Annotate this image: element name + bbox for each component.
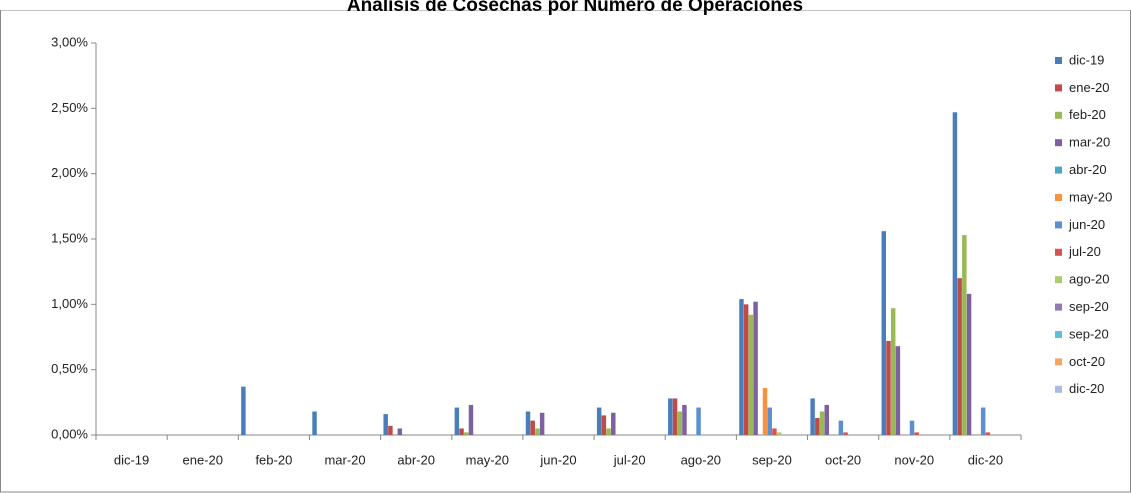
bar [459,428,464,435]
bar [672,398,678,435]
legend-swatch [1055,139,1062,147]
legend-label: jul-20 [1068,244,1101,259]
x-tick-label: jul-20 [613,452,646,467]
y-tick-label: 0,50% [51,361,88,376]
bar [815,418,820,435]
legend-label: jun-20 [1068,217,1105,232]
bar [682,404,687,435]
bar [886,340,891,435]
x-tick-label: ene-20 [182,452,222,467]
bar [772,428,777,435]
y-tick-label: 2,00% [51,165,88,180]
bar [525,411,531,435]
legend-swatch [1055,111,1062,119]
bar [535,428,540,435]
bar [767,407,772,435]
x-tick-label: may-20 [466,452,509,467]
y-tick-label: 2,50% [51,100,88,115]
y-tick-label: 1,00% [51,296,88,311]
x-tick-label: ago-20 [681,452,721,467]
bar [810,398,815,435]
legend-swatch [1055,57,1062,64]
bar [843,432,848,435]
legend-swatch [1055,358,1062,366]
bar [890,308,896,435]
legend-label: oct-20 [1069,354,1105,369]
bar [985,432,991,435]
bar [530,420,535,435]
bar [914,432,919,435]
bar [980,407,986,435]
chart-title: Análisis de Cosechas por Número de Opera… [347,0,803,16]
x-tick-label: nov-20 [894,452,934,467]
legend-swatch [1055,84,1062,92]
legend-label: ago-20 [1069,272,1109,287]
legend-label: mar-20 [1069,135,1110,150]
legend-label: feb-20 [1069,107,1106,122]
bar [468,404,474,435]
legend-swatch [1055,221,1062,229]
chart-frame [0,9,1131,493]
legend-swatch [1055,385,1062,393]
bar [743,304,749,435]
x-tick-label: feb-20 [255,452,292,467]
bar [762,387,768,435]
x-tick-label: dic-19 [114,452,149,467]
legend-swatch [1055,276,1062,284]
bar [819,411,825,435]
legend-swatch [1055,194,1062,201]
bar [909,420,915,435]
bar [383,414,388,435]
x-tick-label: abr-20 [397,452,435,467]
bar [677,411,682,435]
bar [241,386,246,435]
bar [596,407,602,435]
bar [739,299,744,435]
bar [962,235,967,435]
bar [539,412,545,435]
x-tick-label: jun-20 [539,452,576,467]
bar [611,412,616,435]
bar [388,425,393,435]
x-tick-label: dic-20 [968,452,1003,467]
bar [952,112,958,436]
bar [454,407,460,435]
bar [668,398,673,435]
legend-label: abr-20 [1069,162,1107,177]
legend-label: sep-20 [1069,326,1109,341]
legend-label: dic-20 [1069,381,1104,396]
x-tick-label: oct-20 [825,452,861,467]
legend-label: may-20 [1069,189,1112,204]
x-tick-label: sep-20 [752,452,792,467]
legend-swatch [1055,248,1062,256]
y-tick-label: 3,00% [51,34,88,49]
bar [881,231,887,435]
bar [776,432,782,435]
bar [397,428,403,435]
bar [696,407,701,435]
bar [606,428,611,435]
bar [838,420,844,435]
legend-swatch [1055,331,1062,338]
y-tick-label: 0,00% [51,426,88,441]
legend-swatch [1055,166,1062,174]
legend-label: ene-20 [1069,80,1109,95]
bar [312,411,317,435]
bar [895,346,901,435]
bar [748,314,754,435]
legend-swatch [1055,303,1062,311]
bar [601,415,607,435]
bar [824,404,829,435]
bar [957,278,962,435]
legend-label: dic-19 [1069,52,1104,67]
bar [464,432,469,435]
y-tick-label: 1,50% [51,230,88,245]
bar [753,301,758,435]
top-strip [0,0,1131,10]
bar [966,293,972,435]
x-tick-label: mar-20 [324,452,365,467]
legend-label: sep-20 [1069,299,1109,314]
